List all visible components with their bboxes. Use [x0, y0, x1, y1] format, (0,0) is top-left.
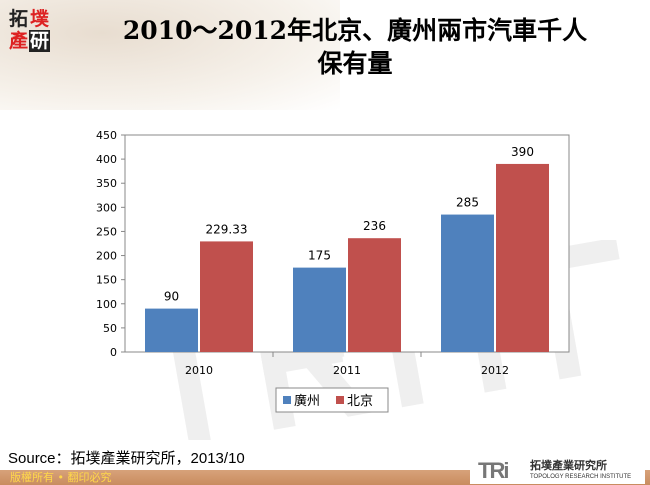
legend — [275, 387, 389, 413]
tri-name-en: TOPOLOGY RESEARCH INSTITUTE — [530, 474, 632, 480]
title-line-1: 2010～2012年北京、廣州兩市汽車千人 — [122, 16, 588, 45]
data-label: 390 — [511, 145, 534, 159]
bar-廣州-2012 — [441, 214, 494, 352]
logo-char: 產 — [8, 30, 28, 52]
plot-area — [124, 134, 570, 353]
source-note: Source：拓墣產業研究所，2013/10 — [8, 450, 245, 467]
y-tick-label: 350 — [96, 177, 117, 190]
data-label: 285 — [456, 196, 479, 210]
y-tick-label: 250 — [96, 225, 117, 238]
y-tick-label: 100 — [96, 298, 117, 311]
tri-mark: TRi — [478, 458, 509, 483]
logo-char: 研 — [29, 30, 50, 52]
data-label: 229.33 — [206, 222, 248, 236]
copyright-text: 版權所有 • 翻印必究 — [10, 471, 112, 484]
y-tick-label: 150 — [96, 274, 117, 287]
bar-北京-2012 — [496, 163, 549, 352]
y-tick-label: 300 — [96, 201, 117, 214]
bar-北京-2011 — [348, 238, 401, 352]
logo-char: 拓 — [8, 8, 28, 30]
x-tick-label: 2012 — [481, 364, 509, 377]
data-label: 175 — [308, 249, 331, 263]
legend-swatch — [336, 396, 344, 404]
legend-label: 北京 — [347, 394, 373, 409]
data-label: 90 — [164, 290, 179, 304]
bar-chart: 0 50 100 150 200 250 300 350 400 450 2010 90 229.33 2… — [96, 129, 570, 413]
y-tick-label: 0 — [110, 346, 117, 359]
slide-title: 2010～2012年北京、廣州兩市汽車千人 保有量 — [60, 14, 650, 80]
bar-廣州-2011 — [293, 267, 346, 352]
bar-北京-2010 — [200, 241, 253, 352]
bar-廣州-2010 — [145, 308, 198, 352]
background-map — [0, 0, 340, 110]
tri-name: 拓墣產業研究所 — [530, 459, 607, 472]
x-tick-label: 2010 — [185, 364, 213, 377]
legend-label: 廣州 — [294, 394, 320, 409]
logo-char: 墣 — [29, 8, 49, 30]
logo: 拓墣產研 — [8, 8, 50, 54]
y-tick-label: 450 — [96, 129, 117, 142]
title-line-2: 保有量 — [317, 49, 393, 78]
tri-logo: TRi 拓墣產業研究所 TOPOLOGY RESEARCH INSTITUTE — [470, 458, 645, 484]
y-tick-label: 400 — [96, 153, 117, 166]
legend-swatch — [283, 396, 291, 404]
data-label: 236 — [363, 219, 386, 233]
y-tick-label: 200 — [96, 250, 117, 263]
y-tick-label: 50 — [103, 322, 117, 335]
x-tick-label: 2011 — [333, 364, 361, 377]
